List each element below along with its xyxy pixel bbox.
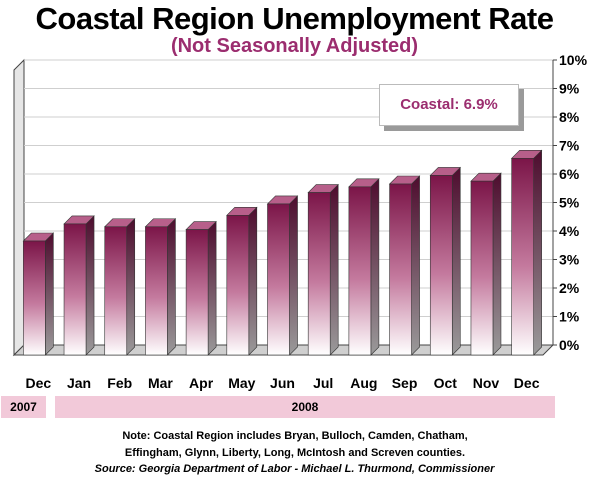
bar-front xyxy=(389,183,412,356)
bar xyxy=(266,195,299,356)
bar xyxy=(470,172,502,356)
bar xyxy=(104,218,136,356)
bar-side xyxy=(329,183,339,356)
bar-front xyxy=(145,226,168,356)
bar-side xyxy=(207,220,217,356)
footnote-line-2: Effingham, Glynn, Liberty, Long, McIntos… xyxy=(124,447,466,459)
x-tick-label: Jan xyxy=(67,375,91,391)
year-label-2008: 2008 xyxy=(55,396,555,418)
bar-side xyxy=(167,218,176,356)
bar-front xyxy=(348,186,372,356)
bar-front xyxy=(470,180,494,356)
bar-side xyxy=(451,166,461,356)
bar-front xyxy=(511,158,534,356)
bar-side xyxy=(533,149,542,356)
bars xyxy=(22,149,543,356)
bar xyxy=(388,175,421,356)
x-tick-label: Feb xyxy=(107,375,132,391)
source-credit: Source: Georgia Department of Labor - Mi… xyxy=(94,463,495,475)
y-tick-label: 6% xyxy=(559,166,580,182)
y-tick-label: 5% xyxy=(559,195,580,211)
x-tick-label: Aug xyxy=(350,375,377,391)
footnote-line-1: Note: Coastal Region includes Bryan, Bul… xyxy=(122,430,468,442)
bar-front xyxy=(267,203,290,356)
x-tick-label: Dec xyxy=(26,375,52,391)
bar xyxy=(185,220,217,356)
y-axis-ticks: 0% 1% 2% 3% 4% 5% 6% 7% 8% 9% 10% xyxy=(552,52,588,353)
chart-subtitle: (Not Seasonally Adjusted) xyxy=(170,35,419,57)
bar xyxy=(510,149,543,356)
bar-side xyxy=(370,178,380,356)
footnote: Note: Coastal Region includes Bryan, Bul… xyxy=(60,428,530,462)
x-axis-labels: Dec Jan Feb Mar Apr May Jun Jul Aug Sep Oct Nov Dec xyxy=(26,375,540,391)
bar-front xyxy=(63,223,87,356)
x-tick-label: Apr xyxy=(189,375,214,391)
x-tick-label: Jul xyxy=(313,375,333,391)
bar-front xyxy=(226,215,250,356)
bar xyxy=(144,218,177,356)
bar-side xyxy=(45,232,54,356)
y-tick-label: 1% xyxy=(559,309,580,325)
x-tick-label: Sep xyxy=(392,375,418,391)
bar xyxy=(348,178,380,356)
bar xyxy=(226,206,258,356)
x-tick-label: May xyxy=(228,375,255,391)
bar-side xyxy=(85,215,95,356)
y-tick-label: 8% xyxy=(559,109,580,125)
bar-front xyxy=(185,229,209,356)
x-tick-label: Oct xyxy=(434,375,458,391)
x-tick-label: Nov xyxy=(473,375,500,391)
y-tick-label: 10% xyxy=(559,52,588,68)
x-tick-label: Mar xyxy=(148,375,173,391)
year-label-2007: 2007 xyxy=(1,396,46,418)
plot-left-wall xyxy=(13,58,25,357)
bar-side xyxy=(492,172,502,356)
y-tick-label: 2% xyxy=(559,280,580,296)
bar-front xyxy=(429,175,453,356)
bar-side xyxy=(411,175,420,356)
bar-front xyxy=(23,240,46,356)
y-tick-label: 3% xyxy=(559,252,580,268)
bar-side xyxy=(289,195,298,356)
bar xyxy=(22,232,55,356)
y-tick-label: 4% xyxy=(559,223,580,239)
chart-title: Coastal Region Unemployment Rate xyxy=(35,1,554,36)
bar xyxy=(307,183,339,356)
x-tick-label: Jun xyxy=(270,375,295,391)
y-tick-label: 7% xyxy=(559,138,580,154)
y-tick-label: 9% xyxy=(559,81,580,97)
bar-front xyxy=(104,226,128,356)
bar xyxy=(429,166,461,356)
bar-side xyxy=(248,206,258,356)
bar xyxy=(63,215,95,356)
y-tick-label: 0% xyxy=(559,337,580,353)
bar-side xyxy=(126,218,136,356)
annotation-callout: Coastal: 6.9% xyxy=(379,84,519,126)
bar-front xyxy=(307,192,331,356)
x-tick-label: Dec xyxy=(514,375,540,391)
